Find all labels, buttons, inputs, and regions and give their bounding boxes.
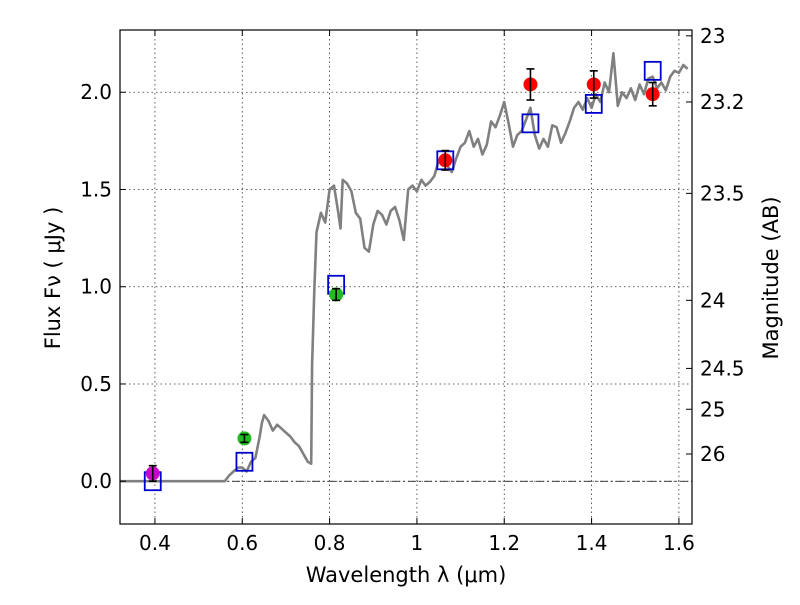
ticks: 0.4 0.6 0.8 1 1.2 1.4 1.6 0.0 0.5 1.0 1.5 2.0 23 23.2… xyxy=(80,24,744,555)
y-axis-right-title: Magnitude (AB) xyxy=(759,196,783,359)
right-tick-label: 23 xyxy=(700,24,725,48)
y-axis-title: Flux Fν ( μJy ) xyxy=(41,207,65,350)
y-tick-label: 0.0 xyxy=(80,469,112,493)
plot-frame xyxy=(119,29,693,525)
y-tick-label: 1.0 xyxy=(80,275,112,299)
x-tick-label: 0.8 xyxy=(314,531,346,555)
model-point xyxy=(235,451,254,472)
series xyxy=(120,51,689,492)
right-tick-label: 26 xyxy=(700,442,725,466)
y-tick-label: 2.0 xyxy=(80,80,112,104)
x-tick-label: 0.4 xyxy=(139,531,171,555)
right-tick-label: 25 xyxy=(700,397,725,421)
model-point xyxy=(643,60,662,81)
right-tick-label: 23.5 xyxy=(700,181,745,205)
x-tick-label: 0.6 xyxy=(226,531,258,555)
grid xyxy=(120,30,692,524)
right-tick-label: 24.5 xyxy=(700,356,745,380)
x-tick-label: 1 xyxy=(411,531,424,555)
right-tick-label: 23.2 xyxy=(700,90,745,114)
right-tick-label: 24 xyxy=(700,288,725,312)
x-tick-label: 1.6 xyxy=(663,531,695,555)
x-tick-label: 1.4 xyxy=(576,531,608,555)
x-axis-title: Wavelength λ (μm) xyxy=(306,563,507,587)
spectrum-line xyxy=(120,51,689,483)
y-tick-label: 1.5 xyxy=(80,177,112,201)
model-point xyxy=(521,113,540,134)
y-tick-label: 0.5 xyxy=(80,372,112,396)
x-tick-label: 1.2 xyxy=(488,531,520,555)
